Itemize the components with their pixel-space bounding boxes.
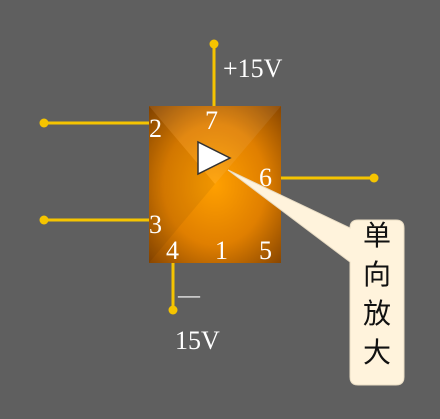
terminal-pin7[interactable] bbox=[209, 39, 219, 49]
terminal-pin4[interactable] bbox=[168, 305, 178, 315]
pin-label-4: 4 bbox=[166, 236, 179, 265]
callout-char: 放 bbox=[362, 297, 391, 330]
callout-text: 单 向 放 大 bbox=[350, 222, 404, 378]
negative-supply-sign: — bbox=[178, 282, 200, 307]
chip-bevel-left bbox=[149, 106, 215, 263]
callout-char: 大 bbox=[362, 336, 391, 369]
terminal-pin6[interactable] bbox=[369, 173, 379, 183]
pin-label-3: 3 bbox=[149, 210, 162, 239]
terminal-pin2[interactable] bbox=[39, 118, 49, 128]
pin-label-2: 2 bbox=[149, 114, 162, 143]
callout-char: 向 bbox=[362, 258, 391, 291]
pin-label-7: 7 bbox=[205, 106, 218, 135]
chip-bevel-top bbox=[149, 106, 281, 184]
op-amp-triangle-icon bbox=[197, 140, 232, 176]
pin-label-5: 5 bbox=[259, 236, 272, 265]
pin-label-6: 6 bbox=[259, 163, 272, 192]
callout-char: 单 bbox=[362, 219, 391, 252]
positive-supply-label: +15V bbox=[223, 54, 283, 83]
negative-supply-value: 15V bbox=[175, 326, 220, 355]
callout-bubble bbox=[227, 169, 405, 386]
pin-label-1: 1 bbox=[215, 236, 228, 265]
terminal-pin3[interactable] bbox=[39, 215, 49, 225]
